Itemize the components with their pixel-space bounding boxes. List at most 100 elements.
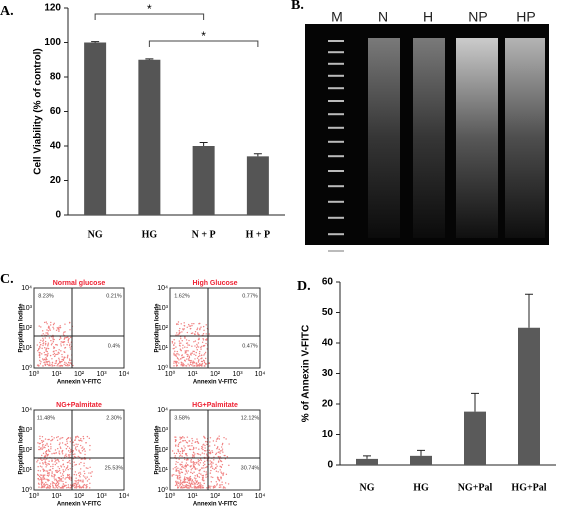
event-dot (173, 352, 175, 355)
event-dot (203, 361, 206, 364)
event-dot (52, 337, 54, 340)
event-dot (78, 463, 81, 465)
event-dot (175, 364, 178, 367)
event-dot (63, 363, 66, 365)
event-dot (73, 484, 76, 487)
event-dot (57, 447, 59, 450)
event-dot (82, 479, 84, 481)
event-dot (189, 325, 192, 327)
event-dot (51, 435, 53, 438)
event-dot (201, 467, 203, 470)
event-dot (44, 444, 47, 447)
x-tick-label: NG (360, 482, 375, 493)
event-dot (191, 486, 193, 489)
event-dot (183, 322, 185, 324)
event-dot (188, 487, 190, 489)
event-dot (196, 440, 199, 443)
event-dot (65, 484, 67, 487)
event-dot (202, 337, 204, 340)
event-dot (82, 475, 85, 477)
x-axis-label: Annexin V-FITC (193, 380, 238, 386)
event-dot (218, 448, 220, 451)
event-dot (183, 479, 185, 481)
event-dot (211, 450, 213, 452)
event-dot (78, 484, 81, 486)
event-dot (58, 338, 61, 341)
quadrant-percent: 0.77% (242, 293, 258, 299)
event-dot (64, 443, 66, 446)
event-dot (186, 326, 188, 329)
event-dot (191, 352, 194, 354)
event-dot (210, 476, 212, 478)
event-dot (196, 364, 199, 367)
event-dot (44, 361, 46, 363)
event-dot (67, 339, 69, 342)
event-dot (49, 362, 51, 364)
event-dot (205, 339, 208, 341)
event-dot (68, 476, 71, 479)
event-dot (58, 469, 61, 472)
event-dot (216, 465, 218, 467)
event-dot (190, 469, 192, 471)
quadrant-percent: 2.30% (106, 415, 122, 421)
y-tick-label: 60 (50, 106, 62, 117)
event-dot (81, 481, 83, 483)
event-dot (173, 347, 175, 350)
event-dot (193, 487, 195, 489)
y-tick-label: 10⁴ (21, 285, 32, 292)
event-dot (83, 465, 85, 467)
y-tick-label: 40 (322, 338, 334, 349)
event-dot (58, 467, 61, 470)
event-dot (198, 464, 200, 466)
error-bar (417, 449, 425, 456)
event-dot (43, 469, 45, 471)
event-dot (42, 339, 45, 341)
event-dot (212, 476, 214, 479)
event-dot (185, 485, 188, 487)
event-dot (39, 345, 41, 348)
event-dot (192, 361, 194, 364)
event-dot (171, 340, 174, 343)
event-dot (198, 459, 200, 462)
event-dot (60, 360, 62, 363)
event-dot (184, 485, 187, 487)
event-dot (212, 440, 215, 442)
event-dot (174, 455, 177, 457)
event-dot (59, 442, 61, 444)
event-dot (192, 465, 195, 468)
event-dot (172, 468, 174, 470)
event-dot (196, 452, 199, 455)
event-dot (181, 484, 184, 486)
event-dot (74, 448, 77, 450)
event-dot (174, 484, 177, 487)
event-dot (198, 337, 200, 339)
event-dot (173, 360, 175, 363)
event-dot (78, 439, 80, 441)
event-dot (46, 350, 48, 353)
quadrant-percent: 1.62% (174, 293, 190, 299)
event-dot (46, 355, 48, 357)
event-dot (191, 483, 194, 485)
event-dot (185, 441, 188, 443)
event-dot (86, 480, 89, 482)
event-dot (59, 478, 61, 480)
quadrant-percent: 0.4% (108, 343, 121, 349)
event-dot (215, 481, 218, 483)
event-dot (56, 365, 58, 367)
event-dot (182, 487, 185, 489)
ladder-band (328, 155, 344, 158)
event-dot (171, 342, 174, 344)
event-dot (216, 446, 219, 449)
event-dot (37, 482, 40, 485)
event-dot (55, 462, 58, 464)
event-dot (40, 339, 42, 341)
event-dot (192, 461, 194, 463)
event-dot (45, 357, 47, 360)
event-dot (183, 445, 185, 447)
event-dot (68, 337, 70, 340)
quadrant-percent: 30.74% (241, 465, 260, 471)
event-dot (175, 334, 177, 336)
event-dot (66, 357, 69, 359)
event-dot (41, 358, 44, 360)
event-dot (83, 462, 85, 464)
